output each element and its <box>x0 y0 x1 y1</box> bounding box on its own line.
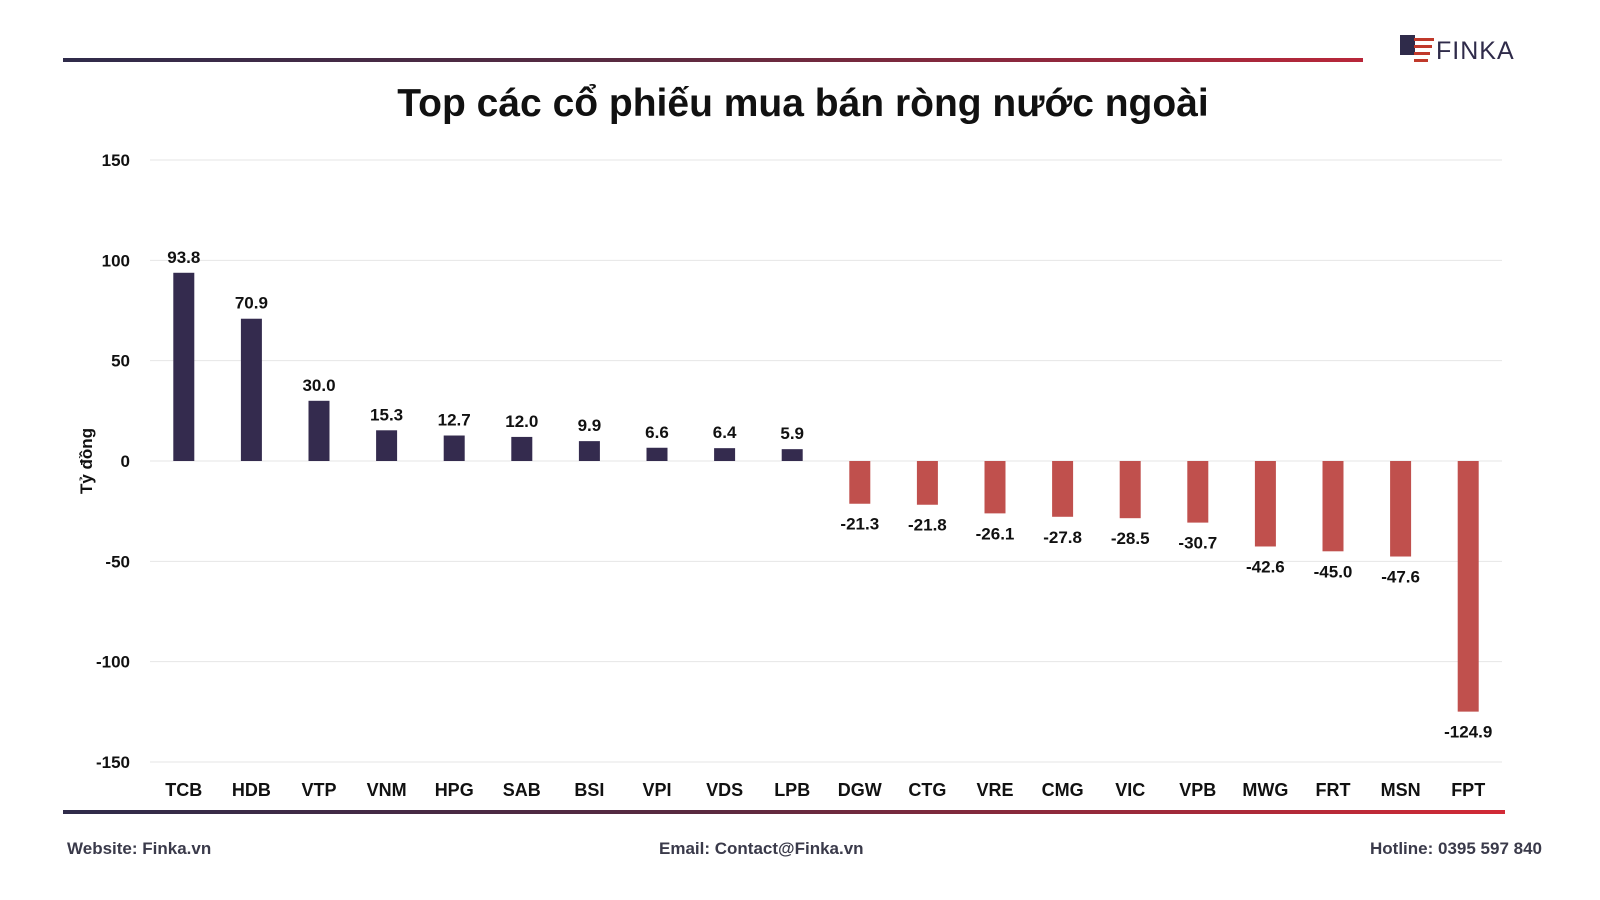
x-tick-label: FPT <box>1451 780 1485 800</box>
chart-title: Top các cổ phiếu mua bán ròng nước ngoài <box>397 82 1209 125</box>
data-label: -124.9 <box>1444 723 1492 742</box>
bar-fpt <box>1457 461 1479 712</box>
data-label: 9.9 <box>578 416 602 435</box>
data-label: 30.0 <box>302 376 335 395</box>
x-tick-label: DGW <box>838 780 882 800</box>
bar-lpb <box>781 449 803 461</box>
bar-vpb <box>1187 461 1209 523</box>
data-label: -45.0 <box>1314 562 1353 581</box>
x-tick-label: HPG <box>435 780 474 800</box>
bar-mwg <box>1254 461 1276 547</box>
y-tick-label: 0 <box>121 452 130 471</box>
bar-bsi <box>578 441 600 461</box>
y-tick-label: -50 <box>105 552 130 571</box>
data-label: -47.6 <box>1381 568 1420 587</box>
bar-hpg <box>443 435 465 461</box>
bar-vnm <box>376 430 398 461</box>
top-divider <box>63 58 1363 62</box>
data-label: -27.8 <box>1043 528 1082 547</box>
x-tick-label: CMG <box>1042 780 1084 800</box>
data-label: -21.8 <box>908 516 947 535</box>
logo-wordmark: FINKA <box>1436 37 1515 65</box>
x-tick-label: VRE <box>976 780 1013 800</box>
x-tick-label: VTP <box>301 780 336 800</box>
x-tick-label: TCB <box>165 780 202 800</box>
bar-vpi <box>646 447 668 461</box>
x-tick-label: SAB <box>503 780 541 800</box>
x-tick-label: BSI <box>574 780 604 800</box>
bar-dgw <box>849 461 871 504</box>
x-tick-label: VNM <box>367 780 407 800</box>
y-tick-label: -100 <box>96 653 130 672</box>
bar-cmg <box>1052 461 1074 517</box>
x-tick-label: VIC <box>1115 780 1145 800</box>
bar-ctg <box>916 461 938 505</box>
footer-website[interactable]: Website: Finka.vn <box>67 839 212 858</box>
bottom-divider <box>63 810 1505 814</box>
x-tick-label: MSN <box>1381 780 1421 800</box>
y-tick-label: 150 <box>102 151 130 170</box>
data-label: 6.4 <box>713 423 737 442</box>
bar-vre <box>984 461 1006 514</box>
x-tick-label: MWG <box>1242 780 1288 800</box>
data-label: 12.0 <box>505 412 538 431</box>
bar-vic <box>1119 461 1141 519</box>
bar-hdb <box>240 318 262 461</box>
bar-tcb <box>173 272 195 461</box>
data-label: -30.7 <box>1178 534 1217 553</box>
data-label: 12.7 <box>438 411 471 430</box>
y-tick-label: 50 <box>111 352 130 371</box>
bar-msn <box>1390 461 1412 557</box>
data-label: -28.5 <box>1111 529 1150 548</box>
x-tick-label: LPB <box>774 780 810 800</box>
x-tick-label: FRT <box>1316 780 1351 800</box>
y-tick-label: 100 <box>102 251 130 270</box>
bar-vtp <box>308 400 330 461</box>
data-label: 5.9 <box>780 424 804 443</box>
finka-logo-icon <box>1400 35 1434 62</box>
data-label: 70.9 <box>235 294 268 313</box>
x-tick-label: VPI <box>642 780 671 800</box>
y-axis-label: Tỷ đồng <box>77 428 96 494</box>
bar-vds <box>714 448 736 461</box>
bar-frt <box>1322 461 1344 552</box>
data-label: -26.1 <box>976 524 1015 543</box>
bar-sab <box>511 436 533 461</box>
data-label: 93.8 <box>167 248 200 267</box>
y-tick-label: -150 <box>96 753 130 772</box>
data-label: 6.6 <box>645 423 669 442</box>
x-tick-label: HDB <box>232 780 271 800</box>
finka-logo: FINKA <box>1400 34 1515 68</box>
x-tick-label: CTG <box>908 780 946 800</box>
data-label: -21.3 <box>840 515 879 534</box>
data-label: 15.3 <box>370 405 403 424</box>
x-tick-label: VPB <box>1179 780 1216 800</box>
footer-email[interactable]: Email: Contact@Finka.vn <box>659 839 864 858</box>
footer-hotline[interactable]: Hotline: 0395 597 840 <box>1370 839 1542 858</box>
data-label: -42.6 <box>1246 557 1285 576</box>
x-tick-label: VDS <box>706 780 743 800</box>
